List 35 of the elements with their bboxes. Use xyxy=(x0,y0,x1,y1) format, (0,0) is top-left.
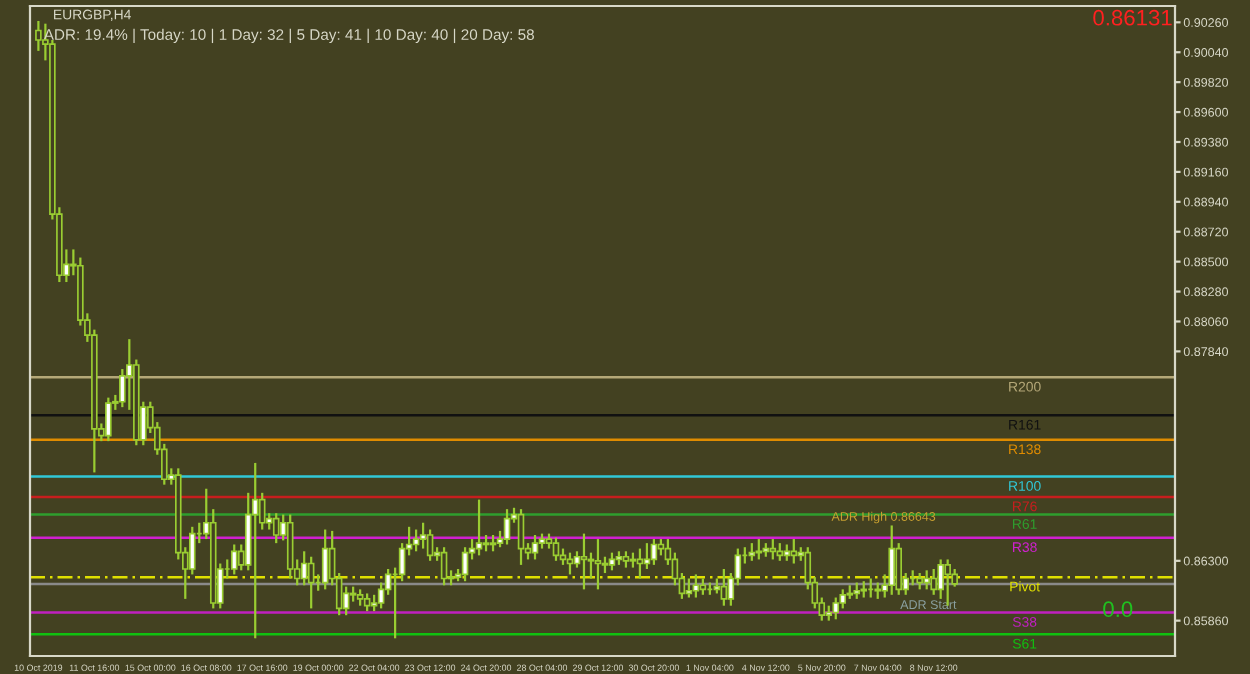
candlestick xyxy=(790,537,798,565)
candlestick xyxy=(755,537,763,561)
candlestick xyxy=(321,528,329,591)
candlestick xyxy=(412,528,420,553)
candlestick xyxy=(937,558,944,600)
candlestick xyxy=(552,536,560,562)
candlestick xyxy=(692,573,700,599)
candlestick xyxy=(440,546,448,587)
candlestick xyxy=(300,550,308,587)
candlestick xyxy=(888,524,896,596)
candlestick xyxy=(419,521,427,550)
candlestick xyxy=(930,567,937,596)
candlestick xyxy=(105,396,112,443)
candlestick xyxy=(35,19,42,52)
candlestick xyxy=(286,513,294,580)
candlestick xyxy=(426,528,434,562)
candlestick xyxy=(580,532,588,591)
candlestick xyxy=(923,569,930,591)
candlestick xyxy=(475,498,483,557)
candlestick xyxy=(251,461,259,640)
candlestick xyxy=(461,546,469,583)
candlestick xyxy=(503,508,511,546)
candlestick xyxy=(769,537,777,561)
candlestick xyxy=(517,508,525,566)
candlestick xyxy=(272,512,280,545)
candlestick xyxy=(531,533,539,561)
candlestick xyxy=(230,543,238,576)
candlestick xyxy=(720,567,728,607)
annotation: 0.86131 xyxy=(1093,9,1172,26)
candlestick xyxy=(594,537,602,591)
candlestick xyxy=(832,596,840,621)
candlestick xyxy=(650,537,658,566)
candlestick xyxy=(307,555,315,610)
candlestick xyxy=(685,577,693,599)
candlestick xyxy=(342,585,350,617)
